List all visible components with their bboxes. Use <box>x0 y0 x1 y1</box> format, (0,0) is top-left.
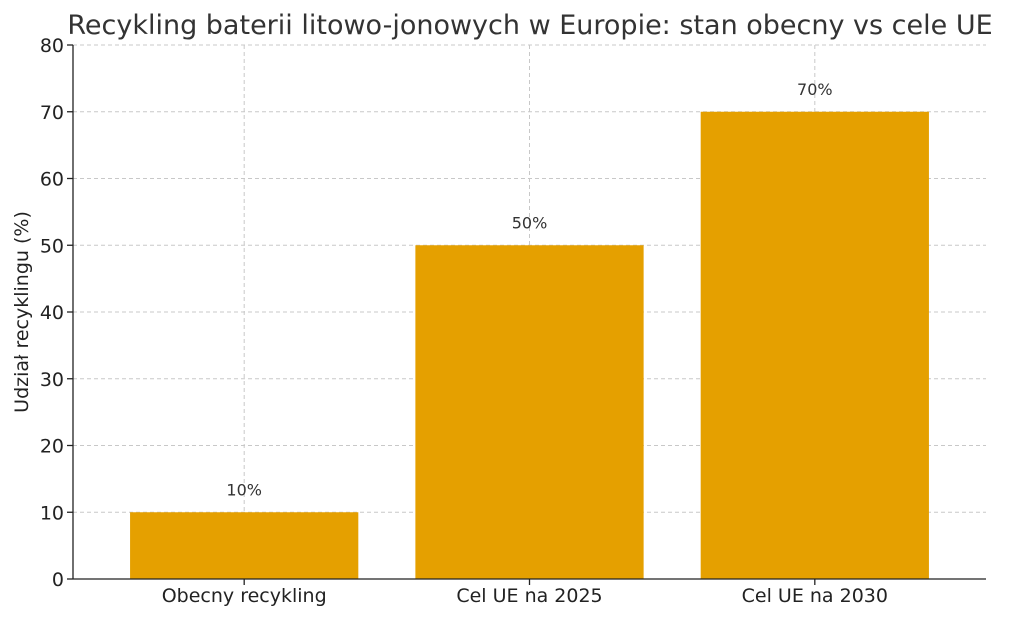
data-labels: 10% 50% 70% <box>226 80 832 500</box>
bars <box>130 111 929 579</box>
chart-title: Recykling baterii litowo-jonowych w Euro… <box>67 10 992 41</box>
y-tick-label: 50 <box>40 235 64 257</box>
y-tick-label: 20 <box>40 436 64 458</box>
y-tick-label: 60 <box>40 169 64 191</box>
y-tick-label: 0 <box>52 569 64 591</box>
y-tick-label: 10 <box>40 502 64 524</box>
axes: 0 10 20 30 40 50 60 70 80 Obecny recykling Cel UE … <box>40 35 986 607</box>
bar-value-label: 70% <box>797 80 833 99</box>
y-tick-label: 80 <box>40 35 64 57</box>
y-axis-label: Udział recyklingu (%) <box>11 211 33 413</box>
x-tick-label: Obecny recykling <box>162 585 327 607</box>
bar <box>700 111 929 579</box>
y-tick-label: 70 <box>40 102 64 124</box>
bar-value-label: 10% <box>226 480 262 499</box>
bar-value-label: 50% <box>512 213 548 232</box>
bar <box>415 245 644 579</box>
bar <box>130 512 359 579</box>
x-tick-label: Cel UE na 2025 <box>456 585 602 607</box>
y-tick-label: 40 <box>40 302 64 324</box>
y-tick-label: 30 <box>40 369 64 391</box>
x-tick-label: Cel UE na 2030 <box>742 585 888 607</box>
